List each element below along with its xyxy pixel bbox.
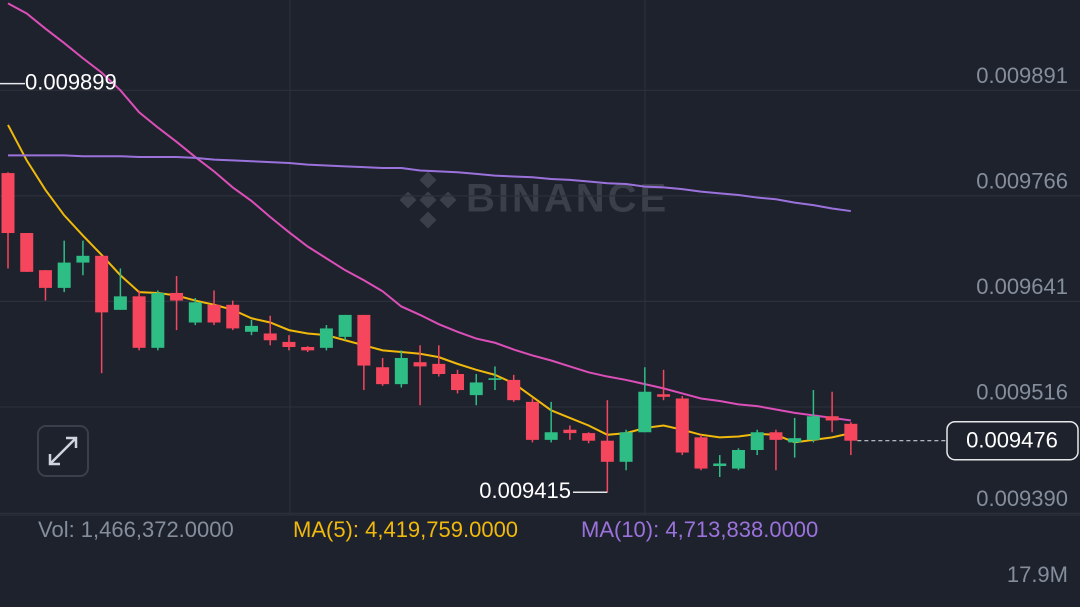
candle-body <box>638 391 652 433</box>
y-tick-label: 0.009390 <box>976 486 1068 511</box>
candle-body <box>244 325 258 332</box>
volume-legend: MA(10): 4,713,838.0000 <box>581 517 818 542</box>
candle-body <box>132 296 146 348</box>
candle-body <box>451 374 465 391</box>
ma-line <box>8 154 851 213</box>
candle-body <box>95 255 109 313</box>
volume-tick-label: 17.9M <box>1007 562 1068 587</box>
y-tick-label: 0.009516 <box>976 380 1068 405</box>
candle-body <box>1 173 15 234</box>
candle-body <box>338 314 352 337</box>
candle-body <box>357 314 371 366</box>
max-marker-label: 0.009899 <box>25 69 117 94</box>
min-marker-label: 0.009415 <box>479 478 571 503</box>
y-tick-label: 0.009891 <box>976 63 1068 88</box>
candle-body <box>432 363 446 375</box>
expand-icon[interactable] <box>48 436 78 466</box>
candle-body <box>713 463 727 467</box>
candle-body <box>57 262 71 288</box>
candle-body <box>301 346 315 351</box>
candle-body <box>263 333 277 341</box>
candle-body <box>582 433 596 441</box>
volume-legend: MA(5): 4,419,759.0000 <box>293 517 518 542</box>
candle-body <box>525 401 539 440</box>
candle-body <box>113 296 127 310</box>
candle-body <box>544 432 558 440</box>
last-price-label: 0.009476 <box>966 428 1058 453</box>
expand-button[interactable] <box>37 425 89 477</box>
candle-body <box>469 382 483 396</box>
watermark: BINANCE <box>466 177 669 221</box>
candle-body <box>170 292 184 301</box>
candle-body <box>226 304 240 329</box>
candle-body <box>20 233 34 272</box>
candle-body <box>507 379 521 401</box>
candle-body <box>376 367 390 385</box>
candle-body <box>600 440 614 462</box>
candle-body <box>319 328 333 348</box>
candle-body <box>788 438 802 443</box>
ma-line <box>7 124 852 444</box>
candle-body <box>188 302 202 323</box>
candle-body <box>731 449 745 469</box>
candle-body <box>488 378 502 380</box>
last-price-box <box>946 420 1079 461</box>
candle-body <box>394 357 408 385</box>
plot-area: 0.009891 0.009766 0.009641 0.009516 0.009390… <box>0 2 1080 514</box>
candle-body <box>207 304 221 323</box>
candle-body <box>675 398 689 453</box>
candle-body <box>38 270 52 288</box>
y-tick-label: 0.009641 <box>976 274 1068 299</box>
ma-line <box>7 2 851 422</box>
candle-body <box>750 432 764 450</box>
volume-legend: Vol: 1,466,372.0000 <box>38 517 234 542</box>
candle-body <box>657 394 671 397</box>
candle-body <box>825 416 839 421</box>
y-tick-label: 0.009766 <box>976 169 1068 194</box>
candle-body <box>151 292 165 348</box>
candle-body <box>563 429 577 434</box>
candle-body <box>413 362 427 367</box>
candle-body <box>76 255 90 263</box>
candle-body <box>694 437 708 469</box>
candle-body <box>282 341 296 347</box>
candle-body <box>844 423 858 441</box>
candle-body <box>619 432 633 462</box>
candle-body <box>806 416 820 440</box>
candle-body <box>769 432 783 440</box>
